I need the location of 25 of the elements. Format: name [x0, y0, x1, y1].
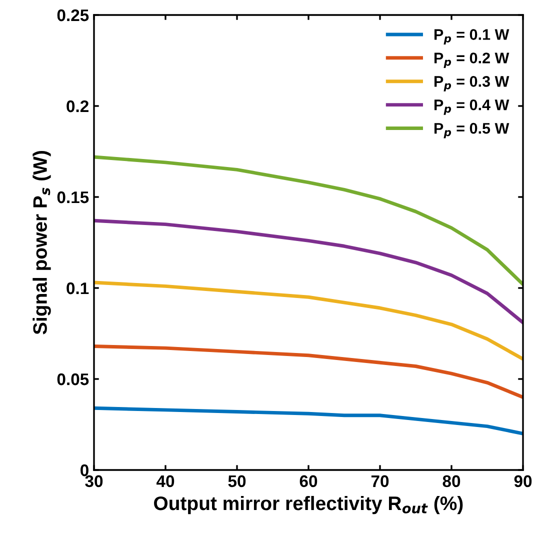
legend-label: P$_{p}$ = 0.3 W: [434, 76, 510, 92]
line-series: [94, 218, 523, 324]
y-tick-label: 0.1: [66, 282, 89, 294]
x-tick-label: 30: [85, 475, 103, 488]
x-tick-label: 90: [514, 475, 532, 488]
x-tick-label: 80: [442, 475, 460, 488]
legend-label: P$_{p}$ = 0.5 W: [434, 122, 510, 138]
line-series: [94, 155, 523, 286]
y-axis-title: Signal power P$_{s}$ (W): [32, 151, 51, 334]
y-tick-label: 0.2: [66, 100, 88, 112]
line-series: [94, 344, 523, 399]
line-series: [94, 406, 523, 436]
line-series: [94, 280, 523, 361]
legend-label: P$_{p}$ = 0.2 W: [434, 52, 510, 68]
x-tick-label: 70: [371, 475, 389, 488]
x-tick-label: 60: [300, 475, 318, 488]
legend-label: P$_{p}$ = 0.1 W: [434, 29, 510, 45]
legend-label: P$_{p}$ = 0.4 W: [434, 99, 510, 115]
y-tick-label: 0: [80, 464, 88, 476]
x-axis-title: Output mirror reflectivity R$_{out}$ (%): [154, 496, 463, 514]
y-tick-label: 0.05: [57, 373, 89, 386]
x-tick-label: 50: [228, 475, 246, 488]
x-tick-label: 40: [156, 475, 174, 488]
y-tick-label: 0.15: [57, 191, 89, 204]
y-tick-label: 0.25: [57, 9, 89, 22]
